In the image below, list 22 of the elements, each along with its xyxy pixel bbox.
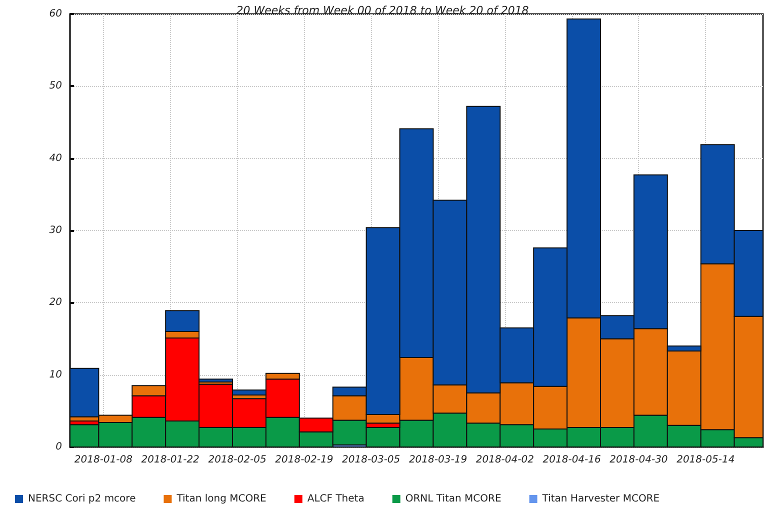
y-tick-label: 10 [49,369,62,380]
x-tick-label: 2018-01-08 [74,454,133,466]
x-tick-label: 2018-05-14 [676,454,735,466]
y-tick-label: 0 [56,442,62,452]
legend-label: Titan Harvester MCORE [541,494,660,504]
x-tick-label: 2018-04-16 [542,454,601,466]
x-tick-label: 2018-04-02 [476,454,534,466]
y-tick-label: 20 [49,297,62,308]
legend-label: Titan long MCORE [176,494,266,504]
x-tick-label: 2018-02-19 [275,454,334,466]
y-tick-label: 40 [49,152,62,164]
x-tick-label: 2018-02-05 [208,454,266,466]
x-tick-label: 2018-01-22 [141,454,200,466]
y-tick-label: 60 [49,8,62,20]
legend-label: ALCF Theta [307,494,364,504]
x-tick-label: 2018-04-30 [610,454,668,466]
y-tick-label: 30 [49,225,62,236]
legend-label: NERSC Cori p2 mcore [28,494,136,504]
y-tick-label: 50 [49,80,62,92]
legend-label: ORNL Titan MCORE [405,494,502,504]
x-tick-label: 2018-03-19 [408,454,468,466]
x-tick-label: 2018-03-05 [342,454,400,466]
